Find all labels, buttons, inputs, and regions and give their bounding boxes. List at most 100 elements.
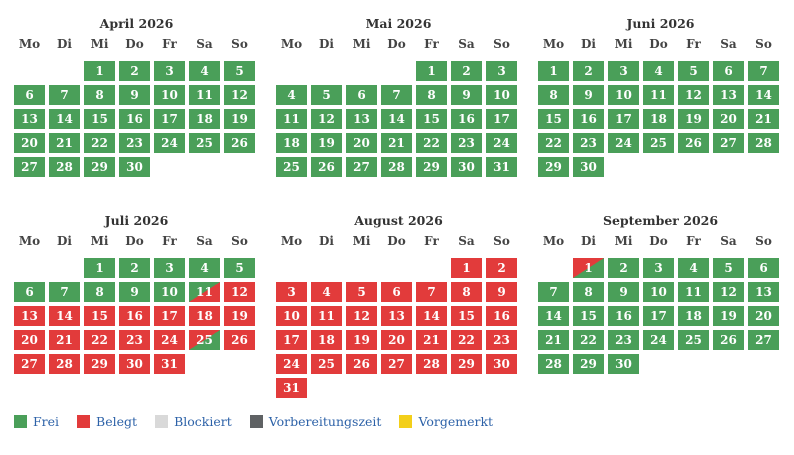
day-cell[interactable]: 18 xyxy=(189,306,220,326)
day-cell[interactable]: 22 xyxy=(84,330,115,350)
day-cell[interactable]: 16 xyxy=(486,306,517,326)
day-cell[interactable]: 29 xyxy=(538,157,569,177)
day-cell[interactable]: 17 xyxy=(276,330,307,350)
day-cell[interactable]: 29 xyxy=(451,354,482,374)
day-cell[interactable]: 26 xyxy=(311,157,342,177)
day-cell[interactable]: 26 xyxy=(224,330,255,350)
day-cell[interactable]: 11 xyxy=(311,306,342,326)
day-cell[interactable]: 22 xyxy=(416,133,447,153)
day-cell[interactable]: 19 xyxy=(311,133,342,153)
day-cell[interactable]: 15 xyxy=(538,109,569,129)
day-cell[interactable]: 5 xyxy=(713,258,744,278)
day-cell[interactable]: 19 xyxy=(224,306,255,326)
day-cell[interactable]: 11 xyxy=(276,109,307,129)
day-cell[interactable]: 16 xyxy=(608,306,639,326)
day-cell[interactable]: 7 xyxy=(748,61,779,81)
day-cell[interactable]: 14 xyxy=(748,85,779,105)
day-cell[interactable]: 22 xyxy=(451,330,482,350)
day-cell[interactable]: 23 xyxy=(486,330,517,350)
day-cell[interactable]: 21 xyxy=(748,109,779,129)
day-cell[interactable]: 16 xyxy=(451,109,482,129)
day-cell[interactable]: 14 xyxy=(416,306,447,326)
day-cell[interactable]: 24 xyxy=(643,330,674,350)
day-cell[interactable]: 2 xyxy=(486,258,517,278)
day-cell[interactable]: 10 xyxy=(608,85,639,105)
day-cell[interactable]: 6 xyxy=(14,282,45,302)
day-cell[interactable]: 27 xyxy=(713,133,744,153)
day-cell[interactable]: 24 xyxy=(486,133,517,153)
day-cell[interactable]: 22 xyxy=(573,330,604,350)
day-cell[interactable]: 25 xyxy=(189,330,220,350)
day-cell[interactable]: 15 xyxy=(416,109,447,129)
day-cell[interactable]: 21 xyxy=(538,330,569,350)
day-cell[interactable]: 12 xyxy=(346,306,377,326)
day-cell[interactable]: 9 xyxy=(119,282,150,302)
day-cell[interactable]: 3 xyxy=(486,61,517,81)
day-cell[interactable]: 26 xyxy=(224,133,255,153)
day-cell[interactable]: 22 xyxy=(538,133,569,153)
day-cell[interactable]: 30 xyxy=(573,157,604,177)
day-cell[interactable]: 25 xyxy=(643,133,674,153)
day-cell[interactable]: 26 xyxy=(713,330,744,350)
day-cell[interactable]: 13 xyxy=(14,306,45,326)
day-cell[interactable]: 24 xyxy=(608,133,639,153)
day-cell[interactable]: 23 xyxy=(451,133,482,153)
day-cell[interactable]: 1 xyxy=(84,61,115,81)
day-cell[interactable]: 12 xyxy=(678,85,709,105)
day-cell[interactable]: 23 xyxy=(119,330,150,350)
day-cell[interactable]: 19 xyxy=(224,109,255,129)
day-cell[interactable]: 6 xyxy=(713,61,744,81)
day-cell[interactable]: 23 xyxy=(573,133,604,153)
day-cell[interactable]: 18 xyxy=(678,306,709,326)
day-cell[interactable]: 25 xyxy=(678,330,709,350)
day-cell[interactable]: 20 xyxy=(381,330,412,350)
day-cell[interactable]: 25 xyxy=(311,354,342,374)
day-cell[interactable]: 29 xyxy=(84,354,115,374)
day-cell[interactable]: 28 xyxy=(381,157,412,177)
day-cell[interactable]: 26 xyxy=(346,354,377,374)
day-cell[interactable]: 27 xyxy=(14,354,45,374)
day-cell[interactable]: 1 xyxy=(84,258,115,278)
day-cell[interactable]: 15 xyxy=(573,306,604,326)
day-cell[interactable]: 22 xyxy=(84,133,115,153)
day-cell[interactable]: 4 xyxy=(678,258,709,278)
day-cell[interactable]: 1 xyxy=(573,258,604,278)
day-cell[interactable]: 13 xyxy=(713,85,744,105)
day-cell[interactable]: 4 xyxy=(643,61,674,81)
day-cell[interactable]: 8 xyxy=(84,85,115,105)
day-cell[interactable]: 7 xyxy=(49,85,80,105)
day-cell[interactable]: 14 xyxy=(538,306,569,326)
day-cell[interactable]: 11 xyxy=(643,85,674,105)
day-cell[interactable]: 29 xyxy=(84,157,115,177)
day-cell[interactable]: 4 xyxy=(311,282,342,302)
day-cell[interactable]: 31 xyxy=(486,157,517,177)
day-cell[interactable]: 6 xyxy=(14,85,45,105)
day-cell[interactable]: 12 xyxy=(713,282,744,302)
day-cell[interactable]: 2 xyxy=(451,61,482,81)
day-cell[interactable]: 17 xyxy=(608,109,639,129)
day-cell[interactable]: 11 xyxy=(189,85,220,105)
day-cell[interactable]: 20 xyxy=(713,109,744,129)
day-cell[interactable]: 3 xyxy=(608,61,639,81)
day-cell[interactable]: 9 xyxy=(608,282,639,302)
day-cell[interactable]: 2 xyxy=(119,258,150,278)
day-cell[interactable]: 2 xyxy=(119,61,150,81)
day-cell[interactable]: 13 xyxy=(346,109,377,129)
day-cell[interactable]: 6 xyxy=(748,258,779,278)
day-cell[interactable]: 30 xyxy=(451,157,482,177)
day-cell[interactable]: 9 xyxy=(119,85,150,105)
day-cell[interactable]: 17 xyxy=(154,109,185,129)
day-cell[interactable]: 10 xyxy=(154,85,185,105)
day-cell[interactable]: 8 xyxy=(538,85,569,105)
day-cell[interactable]: 10 xyxy=(643,282,674,302)
day-cell[interactable]: 16 xyxy=(119,109,150,129)
day-cell[interactable]: 8 xyxy=(84,282,115,302)
day-cell[interactable]: 30 xyxy=(119,157,150,177)
day-cell[interactable]: 14 xyxy=(381,109,412,129)
day-cell[interactable]: 9 xyxy=(451,85,482,105)
day-cell[interactable]: 20 xyxy=(346,133,377,153)
day-cell[interactable]: 5 xyxy=(311,85,342,105)
day-cell[interactable]: 20 xyxy=(14,133,45,153)
day-cell[interactable]: 9 xyxy=(486,282,517,302)
day-cell[interactable]: 2 xyxy=(573,61,604,81)
